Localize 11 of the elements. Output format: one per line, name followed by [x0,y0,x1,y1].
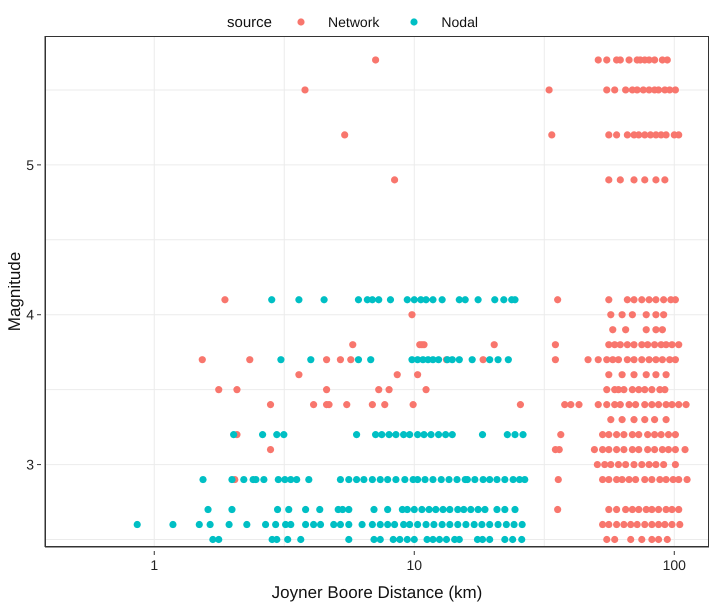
legend-label: Network [328,14,380,30]
x-tick-label: 10 [406,557,422,573]
y-tick-label: 4 [26,306,34,323]
x-tick-label: 1 [150,557,158,573]
x-tick-label: 100 [662,557,686,573]
legend-label: Nodal [441,14,478,30]
y-tick-label: 3 [26,456,34,473]
legend-title: source [227,14,272,30]
x-axis-title: Joyner Boore Distance (km) [272,583,482,602]
y-tick-label: 5 [26,156,34,173]
y-axis-title: Magnitude [5,252,24,332]
